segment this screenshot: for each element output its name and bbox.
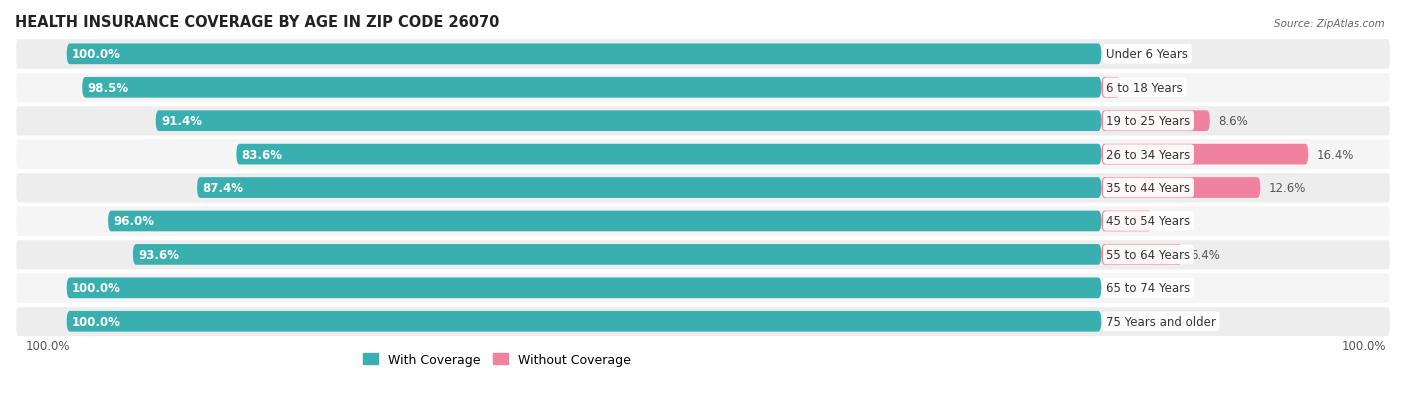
FancyBboxPatch shape — [1101, 78, 1121, 98]
FancyBboxPatch shape — [1101, 178, 1260, 198]
Text: 16.4%: 16.4% — [1316, 148, 1354, 161]
FancyBboxPatch shape — [15, 105, 1391, 138]
Text: 87.4%: 87.4% — [202, 182, 243, 195]
Text: 100.0%: 100.0% — [72, 282, 121, 294]
FancyBboxPatch shape — [156, 111, 1101, 132]
FancyBboxPatch shape — [82, 78, 1101, 98]
FancyBboxPatch shape — [15, 205, 1391, 238]
FancyBboxPatch shape — [66, 311, 1101, 332]
FancyBboxPatch shape — [197, 178, 1101, 198]
Text: 0.0%: 0.0% — [1116, 48, 1146, 61]
Text: 100.0%: 100.0% — [72, 315, 121, 328]
FancyBboxPatch shape — [108, 211, 1101, 232]
Text: 0.0%: 0.0% — [1116, 315, 1146, 328]
FancyBboxPatch shape — [66, 44, 1101, 65]
Text: 65 to 74 Years: 65 to 74 Years — [1107, 282, 1191, 294]
FancyBboxPatch shape — [1101, 111, 1209, 132]
Text: 0.0%: 0.0% — [1116, 282, 1146, 294]
Text: 45 to 54 Years: 45 to 54 Years — [1107, 215, 1191, 228]
Text: 6.4%: 6.4% — [1191, 248, 1220, 261]
Text: 75 Years and older: 75 Years and older — [1107, 315, 1216, 328]
Text: 8.6%: 8.6% — [1218, 115, 1249, 128]
Text: 55 to 64 Years: 55 to 64 Years — [1107, 248, 1191, 261]
FancyBboxPatch shape — [1101, 211, 1152, 232]
Text: HEALTH INSURANCE COVERAGE BY AGE IN ZIP CODE 26070: HEALTH INSURANCE COVERAGE BY AGE IN ZIP … — [15, 15, 499, 30]
FancyBboxPatch shape — [1101, 145, 1308, 165]
Text: 100.0%: 100.0% — [25, 339, 70, 352]
Legend: With Coverage, Without Coverage: With Coverage, Without Coverage — [357, 348, 636, 371]
FancyBboxPatch shape — [15, 238, 1391, 271]
FancyBboxPatch shape — [15, 38, 1391, 71]
Text: 35 to 44 Years: 35 to 44 Years — [1107, 182, 1191, 195]
FancyBboxPatch shape — [15, 172, 1391, 204]
FancyBboxPatch shape — [134, 244, 1101, 265]
FancyBboxPatch shape — [15, 138, 1391, 171]
Text: 26 to 34 Years: 26 to 34 Years — [1107, 148, 1191, 161]
Text: 91.4%: 91.4% — [160, 115, 202, 128]
Text: 100.0%: 100.0% — [72, 48, 121, 61]
Text: 12.6%: 12.6% — [1268, 182, 1306, 195]
Text: 98.5%: 98.5% — [87, 81, 128, 95]
FancyBboxPatch shape — [66, 278, 1101, 299]
Text: 83.6%: 83.6% — [242, 148, 283, 161]
Text: 1.5%: 1.5% — [1129, 81, 1159, 95]
FancyBboxPatch shape — [15, 72, 1391, 104]
Text: 4.0%: 4.0% — [1160, 215, 1189, 228]
Text: Under 6 Years: Under 6 Years — [1107, 48, 1188, 61]
Text: Source: ZipAtlas.com: Source: ZipAtlas.com — [1274, 19, 1385, 28]
Text: 93.6%: 93.6% — [138, 248, 179, 261]
Text: 19 to 25 Years: 19 to 25 Years — [1107, 115, 1191, 128]
FancyBboxPatch shape — [15, 272, 1391, 304]
FancyBboxPatch shape — [236, 145, 1101, 165]
Text: 6 to 18 Years: 6 to 18 Years — [1107, 81, 1184, 95]
FancyBboxPatch shape — [15, 305, 1391, 338]
Text: 100.0%: 100.0% — [1341, 339, 1386, 352]
FancyBboxPatch shape — [1101, 244, 1182, 265]
Text: 96.0%: 96.0% — [114, 215, 155, 228]
